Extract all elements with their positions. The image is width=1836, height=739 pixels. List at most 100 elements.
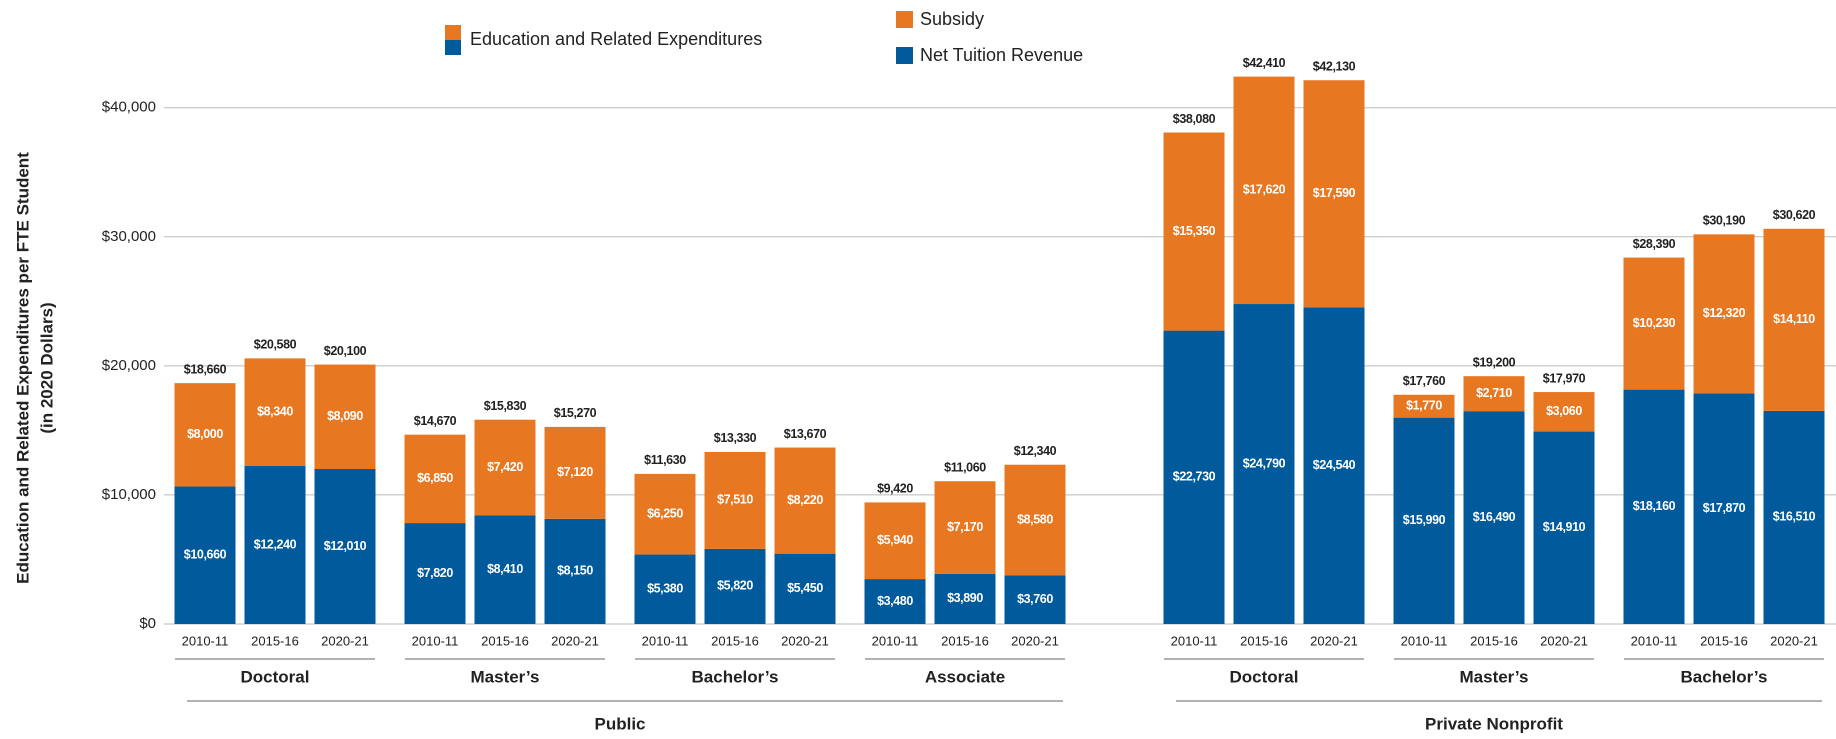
segment-label: $8,090 — [327, 409, 363, 423]
legend-label: Subsidy — [920, 9, 984, 29]
y-tick-label: $40,000 — [102, 99, 156, 116]
bar-segment — [1303, 307, 1365, 624]
x-tick-label: 2020-21 — [1011, 633, 1059, 648]
x-tick-label: 2010-11 — [642, 633, 689, 648]
x-tick-label: 2015-16 — [251, 633, 299, 648]
total-label: $42,410 — [1243, 56, 1286, 70]
segment-label: $7,420 — [487, 460, 523, 474]
segment-label: $3,060 — [1546, 404, 1582, 418]
x-tick-label: 2015-16 — [1700, 633, 1748, 648]
bar-segment — [1004, 575, 1066, 624]
segment-label: $5,380 — [647, 582, 683, 596]
x-tick-label: 2020-21 — [1770, 633, 1818, 648]
x-tick-label: 2020-21 — [1540, 633, 1588, 648]
legend: Education and Related Expenditures — [445, 25, 762, 55]
bar-segment — [174, 383, 236, 487]
segment-label: $5,450 — [787, 581, 823, 595]
total-label: $20,100 — [324, 344, 367, 358]
bar-segment — [314, 364, 376, 469]
total-label: $12,340 — [1014, 444, 1057, 458]
bar-segment — [1623, 389, 1685, 624]
x-tick-label: 2020-21 — [781, 633, 829, 648]
bar-segment — [864, 579, 926, 624]
legend-label: Net Tuition Revenue — [920, 45, 1083, 65]
total-label: $19,200 — [1473, 355, 1516, 369]
total-label: $20,580 — [254, 338, 297, 352]
bar-segment — [1623, 257, 1685, 390]
total-label: $13,330 — [714, 431, 757, 445]
total-label: $28,390 — [1633, 237, 1676, 251]
total-label: $30,190 — [1703, 214, 1746, 228]
total-label: $30,620 — [1773, 208, 1816, 222]
segment-label: $16,490 — [1473, 510, 1516, 524]
group-label: Public — [594, 714, 645, 733]
segment-label: $12,320 — [1703, 306, 1746, 320]
segment-label: $17,620 — [1243, 183, 1286, 197]
x-tick-label: 2020-21 — [1310, 633, 1358, 648]
bar-segment — [1303, 80, 1365, 308]
total-label: $9,420 — [877, 482, 913, 496]
segment-label: $8,580 — [1017, 512, 1053, 526]
bar-segment — [1763, 410, 1825, 624]
bar-segment — [1533, 431, 1595, 624]
segment-label: $7,170 — [947, 520, 983, 534]
bar-segment — [864, 502, 926, 580]
bar-segment — [774, 447, 836, 554]
x-tick-label: 2015-16 — [481, 633, 529, 648]
legend-swatch-bottom — [445, 40, 461, 55]
x-tick-label: 2015-16 — [1470, 633, 1518, 648]
segment-label: $8,410 — [487, 562, 523, 576]
segment-label: $2,710 — [1476, 386, 1512, 400]
bar-segment — [314, 468, 376, 624]
total-label: $11,060 — [944, 461, 986, 475]
bar-segment — [1693, 234, 1755, 394]
bar-segment — [404, 523, 466, 624]
segment-label: $14,910 — [1543, 520, 1586, 534]
segment-label: $17,590 — [1313, 186, 1356, 200]
bar-segment — [634, 554, 696, 624]
bar-segment — [244, 358, 306, 467]
segment-label: $7,120 — [557, 465, 593, 479]
segment-label: $15,990 — [1403, 513, 1446, 527]
segment-label: $3,760 — [1017, 592, 1053, 606]
x-tick-label: 2010-11 — [1401, 633, 1448, 648]
total-label: $11,630 — [644, 453, 686, 467]
segment-label: $5,940 — [877, 533, 913, 547]
segment-label: $22,730 — [1173, 470, 1216, 484]
x-tick-label: 2020-21 — [551, 633, 599, 648]
x-tick-label: 2015-16 — [1240, 633, 1288, 648]
y-axis-label: (in 2020 Dollars) — [37, 302, 56, 433]
segment-label: $17,870 — [1703, 501, 1746, 515]
segment-label: $3,890 — [947, 591, 983, 605]
bar-segment — [244, 466, 306, 624]
legend-swatch — [896, 47, 913, 64]
bar-segment — [1163, 132, 1225, 331]
x-tick-label: 2020-21 — [321, 633, 369, 648]
total-label: $42,130 — [1313, 60, 1356, 74]
subgroup-label: Doctoral — [1230, 667, 1299, 686]
bar-segment — [704, 451, 766, 549]
total-label: $15,270 — [554, 406, 597, 420]
bar-segment — [774, 553, 836, 624]
bar-segment — [1233, 304, 1295, 624]
bar-segment — [474, 515, 536, 624]
segment-label: $10,230 — [1633, 316, 1676, 330]
segment-label: $8,000 — [187, 427, 223, 441]
x-tick-label: 2015-16 — [711, 633, 759, 648]
bar-segment — [1693, 393, 1755, 624]
subgroup-label: Master’s — [471, 667, 540, 686]
y-tick-label: $0 — [139, 615, 156, 632]
bar-segment — [544, 518, 606, 624]
bar-segment — [174, 486, 236, 624]
segment-label: $6,250 — [647, 507, 683, 521]
total-label: $15,830 — [484, 399, 527, 413]
segment-label: $8,220 — [787, 493, 823, 507]
y-tick-label: $30,000 — [102, 228, 156, 245]
bar-segment — [1463, 376, 1525, 412]
segment-label: $16,510 — [1773, 510, 1816, 524]
subgroup-label: Master’s — [1460, 667, 1529, 686]
segment-label: $8,340 — [257, 404, 293, 418]
segment-label: $10,660 — [184, 548, 227, 562]
x-tick-label: 2010-11 — [1171, 633, 1218, 648]
